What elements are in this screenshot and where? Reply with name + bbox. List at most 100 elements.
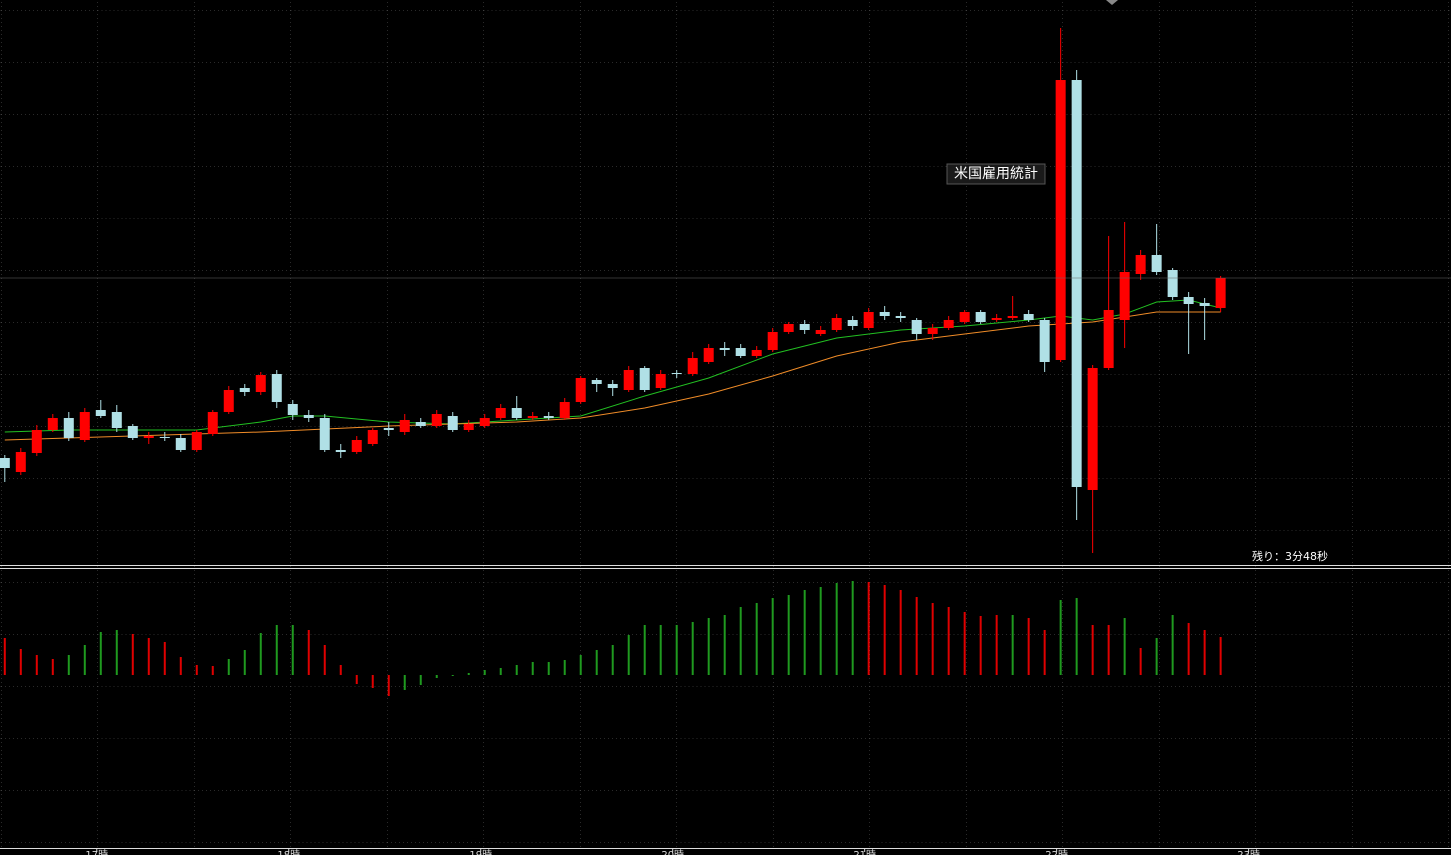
candle-body [1183,297,1194,304]
candle-body [335,450,346,452]
histogram-bar [275,625,278,675]
candle-body [975,312,986,322]
candle-body [783,324,794,332]
candle-body [175,438,186,450]
histogram-bar [851,581,854,675]
histogram-bar [451,675,454,676]
histogram-bar [323,645,326,675]
histogram-bar [1187,623,1190,675]
histogram-bar [1091,625,1094,675]
candle-body [623,370,634,390]
histogram-bar [1027,618,1030,675]
histogram-bar [19,649,22,675]
histogram-bar [675,625,678,675]
histogram-bar [147,638,150,675]
histogram-bar [1123,618,1126,675]
candle-body [671,373,682,374]
histogram-bar [739,607,742,675]
candle-body [831,318,842,330]
histogram-bar [979,616,982,675]
candle-body [1071,80,1082,487]
candle-body [879,312,890,316]
histogram-bar [291,625,294,675]
candle-body [863,312,874,328]
histogram-bar [467,673,470,675]
candle-body [143,436,154,438]
histogram-bar [387,675,390,696]
histogram-bar [1075,598,1078,675]
histogram-bar [179,657,182,675]
histogram-bar [771,598,774,675]
candle-body [559,402,570,418]
histogram-bar [1011,615,1014,675]
candle-body [399,420,410,432]
candle-body [1215,278,1226,308]
candle-body [1007,316,1018,318]
x-tick-label: 20時 [661,849,684,855]
candle-body [639,368,650,390]
countdown: 残り：3分48秒 [1252,549,1328,563]
histogram-bar [51,659,54,675]
histogram-bar [195,665,198,675]
candle-body [703,348,714,362]
candle-body [799,324,810,330]
histogram-bar [403,675,406,690]
histogram-bar [1171,615,1174,675]
candle-body [0,458,10,468]
candle-body [1055,80,1066,360]
candle-body [1103,310,1114,368]
candle-body [1151,255,1162,272]
histogram-bar [307,630,310,675]
candle-body [463,424,474,430]
candle-body [239,388,250,392]
candle-body [223,390,234,412]
candle-body [991,318,1002,320]
candle-body [127,426,138,438]
histogram-bar [355,675,358,684]
candle-body [751,350,762,356]
candle-body [655,374,666,388]
candle-body [719,348,730,350]
histogram-bar [1043,630,1046,675]
histogram-bar [867,582,870,675]
histogram-bar [531,662,534,675]
histogram-bar [419,675,422,685]
x-tick-label: 18時 [277,849,300,855]
candle-body [63,418,74,438]
candle-body [1087,368,1098,490]
candle-body [495,408,506,418]
x-tick-label: 22時 [1045,849,1068,855]
candle-body [511,408,522,418]
candle-body [191,432,202,450]
candle-body [271,374,282,402]
histogram-bar [211,666,214,675]
histogram-bar [547,662,550,675]
x-tick-label: 21時 [853,849,876,855]
histogram-bar [499,668,502,675]
candle-body [895,316,906,318]
histogram-bar [819,587,822,675]
x-tick-label: 23時 [1237,849,1260,855]
histogram-bar [1219,637,1222,675]
x-tick-label: 19時 [469,849,492,855]
candle-body [303,415,314,418]
candle-body [591,380,602,384]
candle-body [255,375,266,392]
histogram-bar [1203,630,1206,675]
histogram-bar [947,607,950,675]
histogram-bar [259,633,262,675]
candle-body [1119,272,1130,320]
candle-body [351,440,362,452]
histogram-bar [483,670,486,675]
histogram-bar [691,622,694,675]
histogram-bar [371,675,374,688]
candle-body [847,320,858,326]
candle-body [543,416,554,418]
histogram-bar [611,645,614,675]
histogram-bar [915,597,918,675]
candle-body [383,428,394,430]
histogram-bar [115,630,118,675]
candle-body [479,418,490,426]
candle-body [367,430,378,444]
